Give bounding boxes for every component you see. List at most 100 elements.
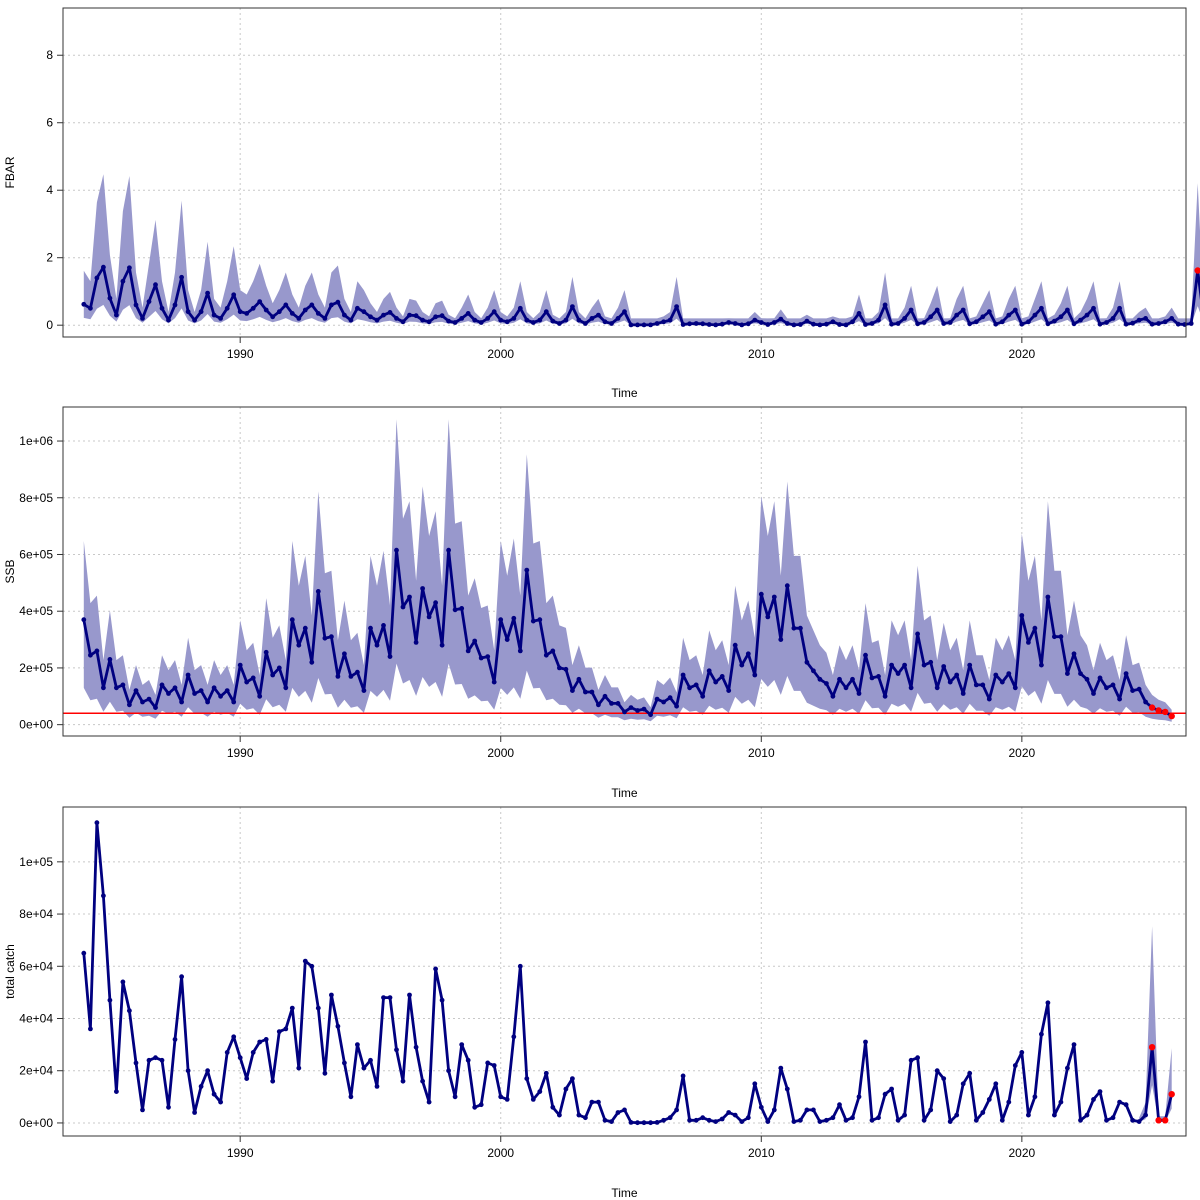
data-point: [394, 1047, 399, 1053]
y-tick-label: 0e+00: [19, 718, 53, 732]
data-point: [771, 594, 777, 600]
data-point: [680, 672, 686, 678]
y-tick-label: 6: [46, 116, 53, 130]
data-point: [452, 320, 458, 325]
data-point: [739, 322, 745, 328]
data-point: [517, 648, 523, 654]
data-point: [472, 1104, 478, 1110]
data-point: [791, 1119, 797, 1124]
data-point: [830, 693, 836, 699]
data-point: [1175, 321, 1181, 327]
data-point: [889, 662, 894, 668]
data-point: [882, 1091, 888, 1097]
data-point: [491, 1063, 497, 1068]
data-point: [1052, 634, 1057, 640]
data-point: [791, 625, 797, 631]
data-point: [589, 1099, 595, 1105]
x-tick-label: 2020: [1008, 1146, 1035, 1160]
data-point: [706, 322, 712, 327]
data-point: [804, 659, 810, 665]
data-point: [309, 963, 315, 969]
data-point: [315, 311, 321, 316]
data-point: [570, 1076, 575, 1081]
data-point: [661, 699, 666, 705]
data-point: [758, 320, 764, 325]
plot-frame: [62, 806, 1187, 1137]
data-point: [557, 1112, 562, 1118]
y-tick-label: 4e+04: [19, 1012, 53, 1026]
data-point: [211, 1091, 217, 1097]
data-point: [283, 685, 289, 691]
data-point: [648, 1120, 653, 1126]
data-point: [114, 312, 119, 318]
data-point: [485, 1060, 491, 1066]
data-point: [837, 676, 842, 682]
data-point: [413, 1044, 419, 1050]
data-point: [876, 674, 881, 679]
data-point: [960, 1081, 966, 1087]
data-point: [654, 321, 660, 326]
data-point: [1084, 676, 1090, 682]
data-point: [856, 1094, 862, 1100]
data-point: [1097, 675, 1103, 681]
y-tick-label: 8e+04: [19, 907, 53, 921]
y-tick-label: 1e+06: [19, 434, 53, 448]
data-point: [719, 321, 725, 327]
data-point: [1136, 317, 1142, 323]
data-point: [954, 312, 960, 318]
data-point: [88, 305, 93, 311]
data-point: [889, 1086, 894, 1092]
data-point: [908, 685, 914, 691]
x-tick-label: 2020: [1008, 347, 1035, 361]
plot-frame: [62, 406, 1187, 737]
x-tick-label: 1990: [227, 1146, 254, 1160]
data-point: [915, 631, 920, 637]
confidence-band: [1139, 926, 1172, 1123]
highlight-point: [1162, 708, 1169, 716]
data-point: [947, 679, 953, 685]
data-point: [908, 1057, 914, 1063]
data-point: [146, 1057, 152, 1063]
data-point: [413, 640, 419, 645]
data-point: [289, 1005, 295, 1011]
data-point: [361, 688, 367, 693]
data-point: [517, 963, 523, 969]
data-point: [615, 701, 621, 706]
data-point: [315, 589, 321, 594]
data-point: [954, 1112, 960, 1118]
data-point: [700, 1115, 706, 1121]
data-point: [1117, 1099, 1122, 1105]
data-point: [244, 311, 250, 316]
data-point: [596, 312, 601, 318]
data-point: [967, 662, 973, 668]
data-point: [915, 1055, 920, 1061]
data-point: [1052, 1112, 1057, 1118]
data-point: [511, 615, 517, 621]
data-point: [752, 672, 758, 678]
data-point: [250, 675, 256, 681]
data-point: [1084, 312, 1090, 318]
data-point: [179, 699, 185, 705]
data-point: [739, 662, 745, 668]
data-point: [693, 321, 699, 326]
y-tick-label: 8: [46, 48, 53, 62]
data-point: [472, 317, 478, 323]
data-point: [120, 979, 126, 985]
x-tick-label: 2020: [1008, 746, 1035, 760]
data-point: [999, 1117, 1005, 1123]
data-point: [973, 319, 979, 325]
data-point: [895, 321, 901, 326]
y-axis-title: FBAR: [3, 156, 17, 188]
data-point: [218, 693, 224, 699]
data-point: [732, 1112, 738, 1118]
data-point: [342, 651, 347, 657]
data-point: [407, 594, 412, 600]
data-point: [635, 708, 640, 713]
data-point: [824, 681, 829, 686]
data-point: [765, 322, 771, 327]
x-tick-label: 1990: [227, 746, 254, 760]
data-point: [706, 1117, 712, 1123]
data-point: [172, 685, 178, 691]
data-point: [589, 316, 595, 321]
data-point: [557, 321, 562, 326]
